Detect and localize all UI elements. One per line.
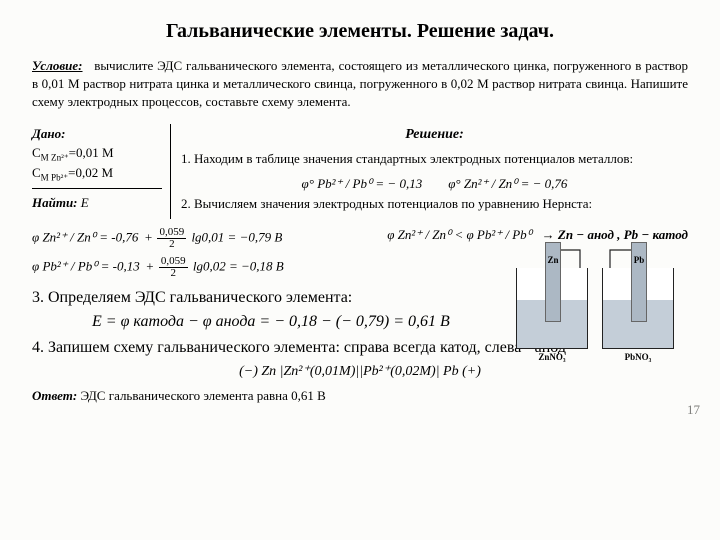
answer-text: ЭДС гальванического элемента равна 0,61 … xyxy=(80,388,325,403)
find-row: Найти: E xyxy=(32,188,162,213)
find-value: E xyxy=(81,195,89,210)
page-title: Гальванические элементы. Решение задач. xyxy=(32,20,688,43)
electrode-zn: Zn xyxy=(545,242,561,322)
solution-block: Решение: 1. Находим в таблице значения с… xyxy=(171,124,688,220)
page-number: 17 xyxy=(687,402,700,418)
given-line2: CM Pb²⁺=0,02 М xyxy=(32,163,162,183)
problem-statement: Условие: вычислите ЭДС гальванического э… xyxy=(32,57,688,112)
find-label: Найти: xyxy=(32,195,78,210)
beaker-left: Zn ZnNO₃ xyxy=(516,268,588,349)
given-block: Дано: CM Zn²⁺=0,01 М CM Pb²⁺=0,02 М Найт… xyxy=(32,124,171,220)
given-line1: CM Zn²⁺=0,01 М xyxy=(32,143,162,163)
problem-text: вычислите ЭДС гальванического элемента, … xyxy=(32,58,688,109)
standard-potentials: φ° Pb²⁺ / Pb⁰ = − 0,13 φ° Zn²⁺ / Zn⁰ = −… xyxy=(181,174,688,194)
given-label: Дано: xyxy=(32,124,162,144)
cell-scheme: (−) Zn |Zn²⁺(0,01M)||Pb²⁺(0,02M)| Pb (+) xyxy=(32,363,688,380)
step-1: 1. Находим в таблице значения стандартны… xyxy=(181,149,688,169)
problem-label: Условие: xyxy=(32,58,83,73)
beaker-right-label: PbNO₃ xyxy=(603,352,673,362)
galvanic-cell-diagram: Zn ZnNO₃ Pb PbNO₃ xyxy=(510,234,680,364)
beaker-right: Pb PbNO₃ xyxy=(602,268,674,349)
solution-title: Решение: xyxy=(181,124,688,145)
answer-row: Ответ: ЭДС гальванического элемента равн… xyxy=(32,388,688,404)
beaker-left-label: ZnNO₃ xyxy=(517,352,587,362)
step-2: 2. Вычисляем значения электродных потенц… xyxy=(181,194,688,214)
electrode-pb: Pb xyxy=(631,242,647,322)
answer-label: Ответ: xyxy=(32,388,77,403)
